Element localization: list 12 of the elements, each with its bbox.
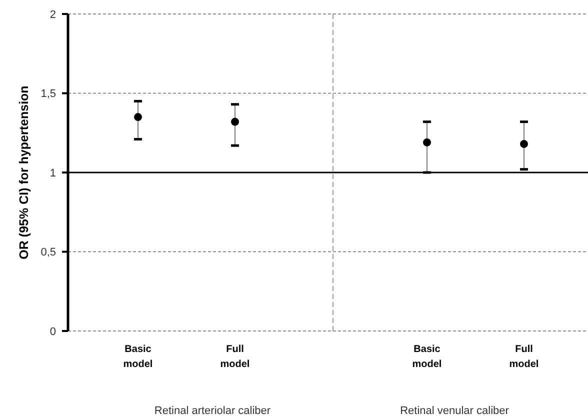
x-axis-title: Retinal arteriolar caliber [154,405,271,417]
y-axis-title: OR (95% CI) for hypertension [17,86,31,260]
x-tick-label: Full model [509,344,539,370]
y-tick-label: 1,5 [40,88,56,100]
x-tick-label: Basic model [123,344,153,370]
y-tick-label: 2 [50,8,56,21]
y-tick-label: 0,5 [40,246,56,259]
x-tick-label: Full model [220,344,250,370]
x-axis-title: Retinal venular caliber [400,405,510,417]
y-tick-label: 1 [50,167,56,180]
y-tick-label: 0 [50,326,56,338]
x-tick-label: Basic model [412,344,442,370]
